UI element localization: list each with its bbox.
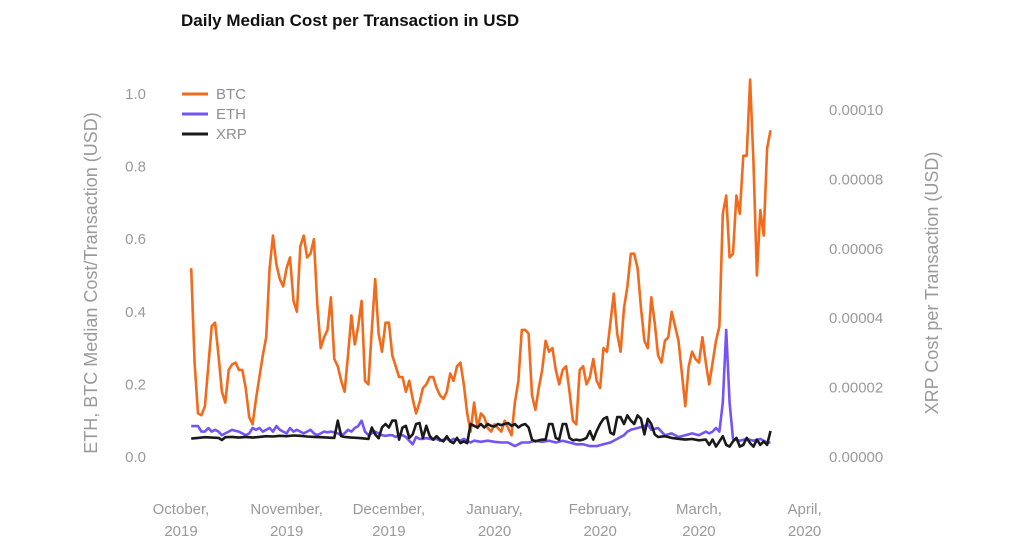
x-tick-label: February, — [569, 501, 632, 518]
x-tick-label: 2020 — [478, 523, 511, 540]
right-y-tick-label: 0.00002 — [829, 380, 883, 397]
series-line-xrp — [191, 414, 772, 448]
legend-label-btc: BTC — [216, 86, 246, 103]
left-y-axis-label: ETH, BTC Median Cost/Transaction (USD) — [81, 112, 101, 453]
left-y-tick-label: 1.0 — [125, 86, 146, 103]
x-tick-label: 2019 — [270, 523, 303, 540]
x-tick-label: 2019 — [164, 523, 197, 540]
left-y-tick-label: 0.4 — [125, 304, 146, 321]
x-tick-label: October, — [153, 501, 210, 518]
right-y-tick-label: 0.00006 — [829, 241, 883, 258]
series-line-btc — [189, 78, 772, 437]
x-axis: October, 2019 November, 2019 December, 2019 Ja… — [153, 501, 822, 540]
left-y-axis: 0.0 0.2 0.4 0.6 0.8 1.0 — [125, 86, 146, 466]
legend: BTC ETH XRP — [182, 86, 247, 143]
right-y-axis-label: XRP Cost per Transaction (USD) — [922, 152, 942, 415]
left-y-tick-label: 0.2 — [125, 376, 146, 393]
right-y-tick-label: 0.00008 — [829, 171, 883, 188]
legend-label-eth: ETH — [216, 106, 246, 123]
x-tick-label: November, — [250, 501, 323, 518]
right-y-tick-label: 0.00004 — [829, 310, 883, 327]
x-tick-label: January, — [466, 501, 522, 518]
right-y-tick-label: 0.00000 — [829, 449, 883, 466]
legend-label-xrp: XRP — [216, 126, 247, 143]
x-tick-label: 2019 — [372, 523, 405, 540]
left-y-tick-label: 0.6 — [125, 231, 146, 248]
x-tick-label: 2020 — [583, 523, 616, 540]
x-tick-label: March, — [676, 501, 722, 518]
left-y-tick-label: 0.0 — [125, 449, 146, 466]
left-y-tick-label: 0.8 — [125, 159, 146, 176]
right-y-tick-label: 0.00010 — [829, 102, 883, 119]
x-tick-label: 2020 — [788, 523, 821, 540]
plot-area — [189, 78, 772, 448]
series-line-eth — [191, 328, 771, 448]
right-y-axis: 0.00000 0.00002 0.00004 0.00006 0.00008 0.000… — [829, 102, 883, 466]
x-tick-label: December, — [353, 501, 426, 518]
x-tick-label: April, — [787, 501, 821, 518]
x-tick-label: 2020 — [682, 523, 715, 540]
chart-title: Daily Median Cost per Transaction in USD — [181, 11, 519, 30]
